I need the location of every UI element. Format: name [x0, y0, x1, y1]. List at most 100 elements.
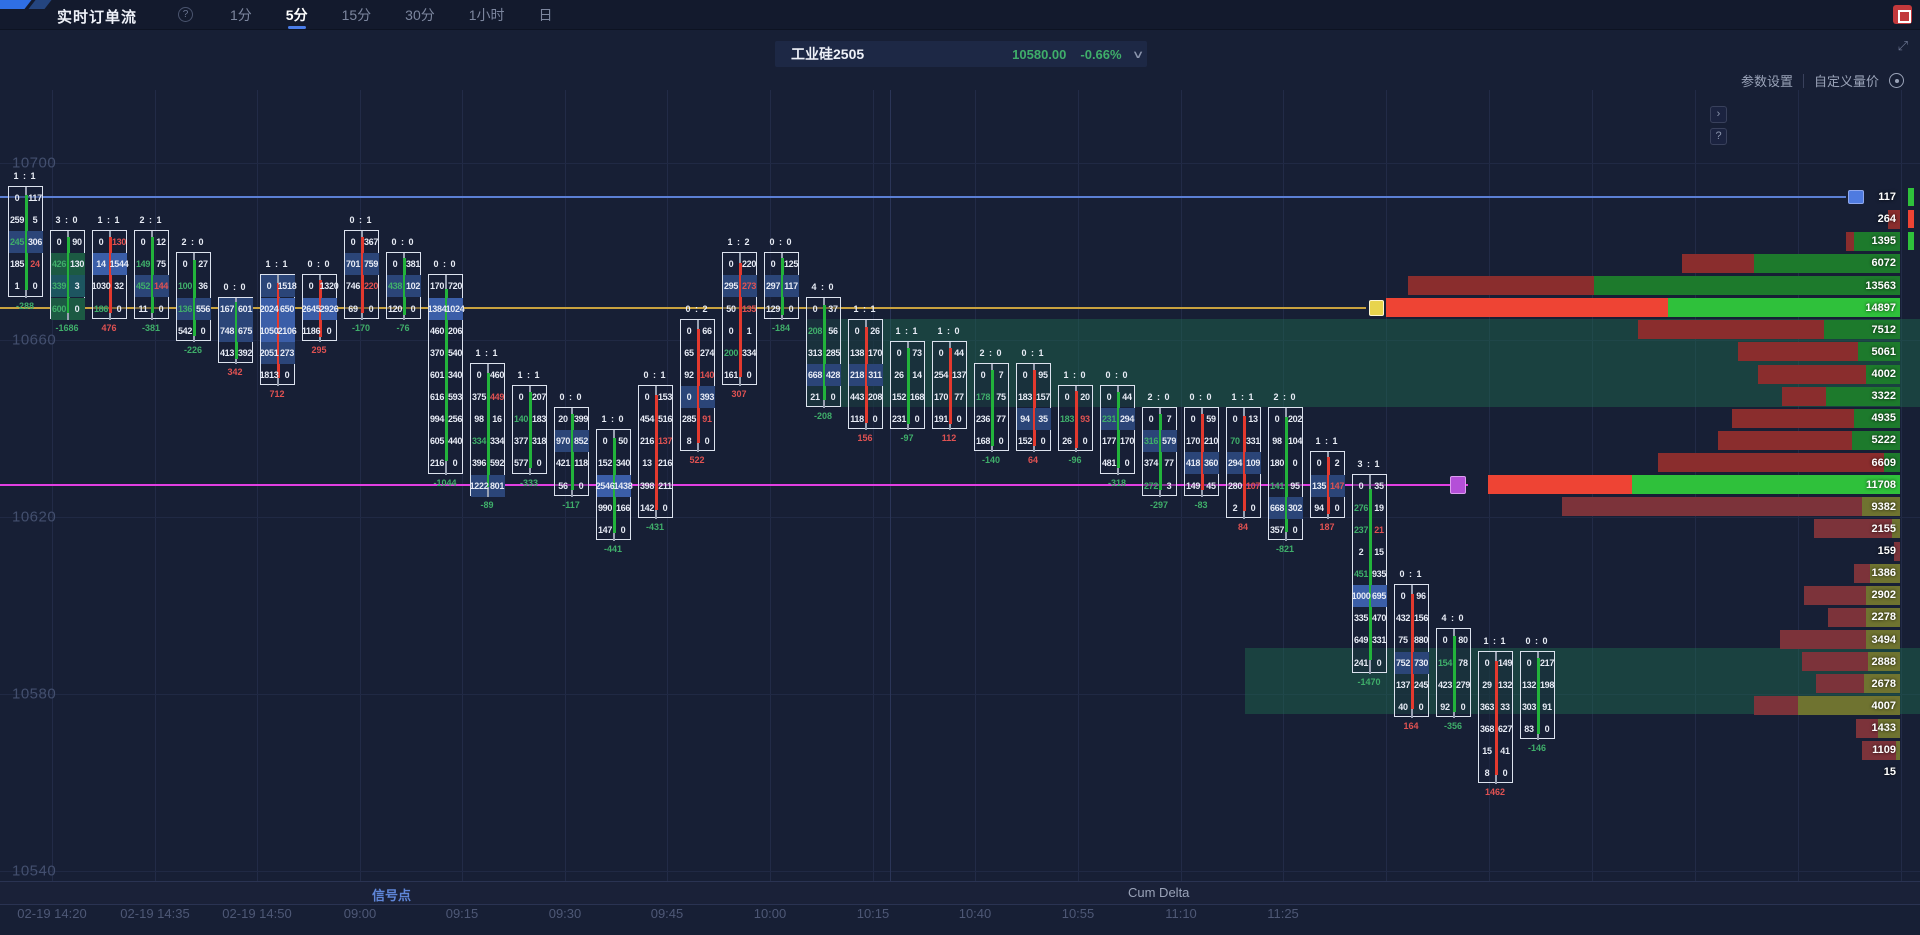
fullscreen-icon[interactable]: ⤢: [1897, 38, 1908, 53]
tab-1分[interactable]: 1分: [230, 7, 252, 23]
footprint-candle[interactable]: 0 44 231 294 177 170 481 0: [1100, 385, 1135, 475]
footprint-candle[interactable]: 0 2 135 147 94 0: [1310, 451, 1345, 519]
profile-value: 117: [1878, 191, 1896, 203]
footprint-candle[interactable]: 0 20 183 93 26 0: [1058, 385, 1093, 453]
footprint-candle[interactable]: 0 7 178 75 236 77 168 0: [974, 362, 1009, 453]
footprint-candle[interactable]: 0 73 26 14 152 168 231 0: [890, 340, 925, 431]
footprint-candle[interactable]: 0 1518 2024 650 1050 2106 2051 273 1813 0: [260, 274, 297, 387]
footprint-candle[interactable]: 0 381 438 102 120 0: [386, 252, 421, 320]
bid-cell: 98: [1272, 436, 1282, 447]
footprint-candle[interactable]: 170 720 1384 1024 460 206 370 540 601 340 616 593 99…: [428, 274, 465, 475]
ask-cell: 318: [531, 436, 547, 447]
footprint-candle[interactable]: 0 27 100 36 136 556 542 0: [176, 252, 211, 342]
ask-cell: 44: [954, 347, 964, 358]
footprint-candle[interactable]: 0 26 138 170 218 311 443 208 118 0: [848, 318, 883, 431]
bid-cell: 339: [51, 275, 67, 298]
tab-5分[interactable]: 5分: [286, 0, 308, 30]
footprint-candle[interactable]: 0 7 316 579 374 77 272 3: [1142, 407, 1177, 497]
candle-ratio-header: 1 : 1: [517, 370, 541, 381]
footprint-candle[interactable]: 0 13 70 331 294 109 280 107 2 0: [1226, 407, 1261, 519]
bid-cell: 259: [9, 215, 25, 226]
ask-cell: 0: [158, 303, 164, 314]
bid-cell: 152: [597, 458, 613, 469]
footprint-candle[interactable]: 0 1320 2645 2926 1186 0: [302, 274, 339, 342]
signal-point-label[interactable]: 信号点: [372, 888, 412, 903]
ask-cell: 592: [489, 458, 505, 469]
footprint-candle[interactable]: 0 59 170 210 418 360 149 45: [1184, 407, 1219, 497]
footprint-candle[interactable]: 0 149 29 132 363 33 368 627 15 41 8 0: [1478, 650, 1513, 785]
bid-cell: 0: [896, 347, 902, 358]
profile-buy-segment: [1892, 519, 1900, 539]
candle-ratio-header: 2 : 1: [139, 215, 163, 226]
ask-cell: 16: [492, 414, 502, 425]
help-icon[interactable]: ?: [178, 7, 193, 22]
candle-body-down: [1494, 660, 1498, 775]
blue-line-badge[interactable]: [1848, 190, 1864, 204]
footprint-candle[interactable]: 0 90 426 130 339 3 600 0: [50, 230, 85, 320]
footprint-candle[interactable]: 0 96 432 156 75 880 752 730 137 245 40 0: [1394, 584, 1429, 718]
ask-cell: 91: [1542, 701, 1552, 712]
ask-cell: 27: [198, 259, 208, 270]
footprint-candle[interactable]: 0 50 152 340 2546 1438 990 166 147 0: [596, 429, 633, 541]
tab-1小时[interactable]: 1小时: [468, 7, 505, 23]
candle-body-up: [402, 257, 406, 316]
profile-sell-segment: [1782, 386, 1826, 406]
panel-toggle-button[interactable]: ›: [1710, 106, 1727, 123]
candle-delta-label: -288: [15, 300, 34, 311]
footprint-candle[interactable]: 0 217 132 198 303 91 83 0: [1520, 650, 1555, 741]
grid-line-horizontal: [0, 694, 1920, 695]
profile-buy-segment: [1854, 231, 1900, 251]
footprint-candle[interactable]: 0 37 208 56 313 285 668 428 21 0: [806, 296, 841, 409]
parameter-settings-button[interactable]: 参数设置: [1740, 74, 1793, 89]
chevron-down-icon[interactable]: ∨: [1131, 48, 1145, 61]
tab-日[interactable]: 日: [538, 7, 553, 23]
footprint-candle[interactable]: 0 153 454 516 216 137 13 216 398 211 142 0: [638, 385, 673, 519]
footprint-candle[interactable]: 0 125 297 117 129 0: [764, 252, 799, 320]
footprint-candle[interactable]: 0 202 98 104 180 0 141 95 668 302 357 0: [1268, 407, 1303, 541]
footprint-candle[interactable]: 0 66 65 274 92 140 0 393 285 91 8 0: [680, 318, 715, 453]
footprint-candle[interactable]: 0 80 154 78 423 279 92 0: [1436, 628, 1471, 718]
app-logo-icon[interactable]: [1893, 5, 1912, 24]
target-icon[interactable]: [1889, 73, 1904, 88]
footprint-candle[interactable]: 20 399 970 852 421 118 56 0: [554, 407, 589, 497]
ask-cell: 367: [363, 237, 379, 248]
ask-cell: 274: [699, 347, 715, 358]
candle-delta-label: -297: [1149, 499, 1168, 510]
candle-delta-label: -76: [396, 322, 410, 333]
candle-body-down: [864, 327, 868, 423]
tab-15分[interactable]: 15分: [341, 7, 372, 23]
ask-cell: 147: [1329, 474, 1345, 497]
footprint-candle[interactable]: 0 460 375 449 98 16 334 334 396 592 1222 801: [470, 362, 505, 497]
footprint-candle[interactable]: 0 95 183 157 94 35 152 0: [1016, 362, 1051, 453]
footprint-candle[interactable]: 0 130 14 1544 1030 32 186 0: [92, 230, 129, 320]
poc-badge[interactable]: [1369, 299, 1384, 316]
bid-cell: 152: [891, 392, 907, 403]
bid-cell: 140: [513, 414, 529, 425]
time-axis-label: 09:30: [548, 906, 582, 921]
ask-cell: 340: [615, 458, 631, 469]
bid-cell: 94: [1017, 408, 1033, 431]
edge-mini-profile-chip: [1908, 210, 1914, 229]
footprint-candle[interactable]: 167 601 748 675 413 392: [218, 296, 253, 364]
profile-sell-segment: [1846, 231, 1854, 251]
footprint-candle[interactable]: 0 35 276 19 237 21 2 15 451 935 1000 695 335 470 649 33…: [1352, 473, 1387, 674]
cum-delta-label[interactable]: Cum Delta: [1128, 885, 1190, 900]
magenta-line-badge[interactable]: [1450, 475, 1466, 494]
footprint-candle[interactable]: 0 44 254 137 170 77 191 0: [932, 340, 967, 431]
footprint-candle[interactable]: 0 207 140 183 377 318 577 0: [512, 385, 547, 475]
panel-help-button[interactable]: ?: [1710, 128, 1727, 145]
footprint-candle[interactable]: 0 220 295 273 50 135 0 1 200 334 161 0: [722, 252, 757, 387]
footprint-candle[interactable]: 0 117 259 5 245 306 185 24 1 0: [8, 185, 43, 298]
candle-delta-label: -333: [519, 477, 538, 488]
ask-cell: 601: [237, 297, 253, 320]
candle-ratio-header: 0 : 0: [433, 259, 457, 270]
custom-volume-price-button[interactable]: 自定义量价: [1813, 74, 1879, 89]
footprint-candle[interactable]: 0 367 701 759 746 220 69 0: [344, 230, 379, 320]
ask-cell: 331: [1371, 635, 1387, 646]
footprint-candle[interactable]: 0 12 149 75 452 144 11 0: [134, 230, 169, 320]
tab-30分[interactable]: 30分: [405, 7, 435, 23]
orderflow-chart[interactable]: 10700 10660 10620 10580 10540 0 117 259 5 245 306 1…: [0, 90, 1920, 905]
instrument-selector[interactable]: 工业硅2505 10580.00 -0.66% ∨: [775, 41, 1147, 67]
time-axis-label: 09:00: [343, 906, 377, 921]
ask-cell: 78: [1458, 657, 1468, 668]
